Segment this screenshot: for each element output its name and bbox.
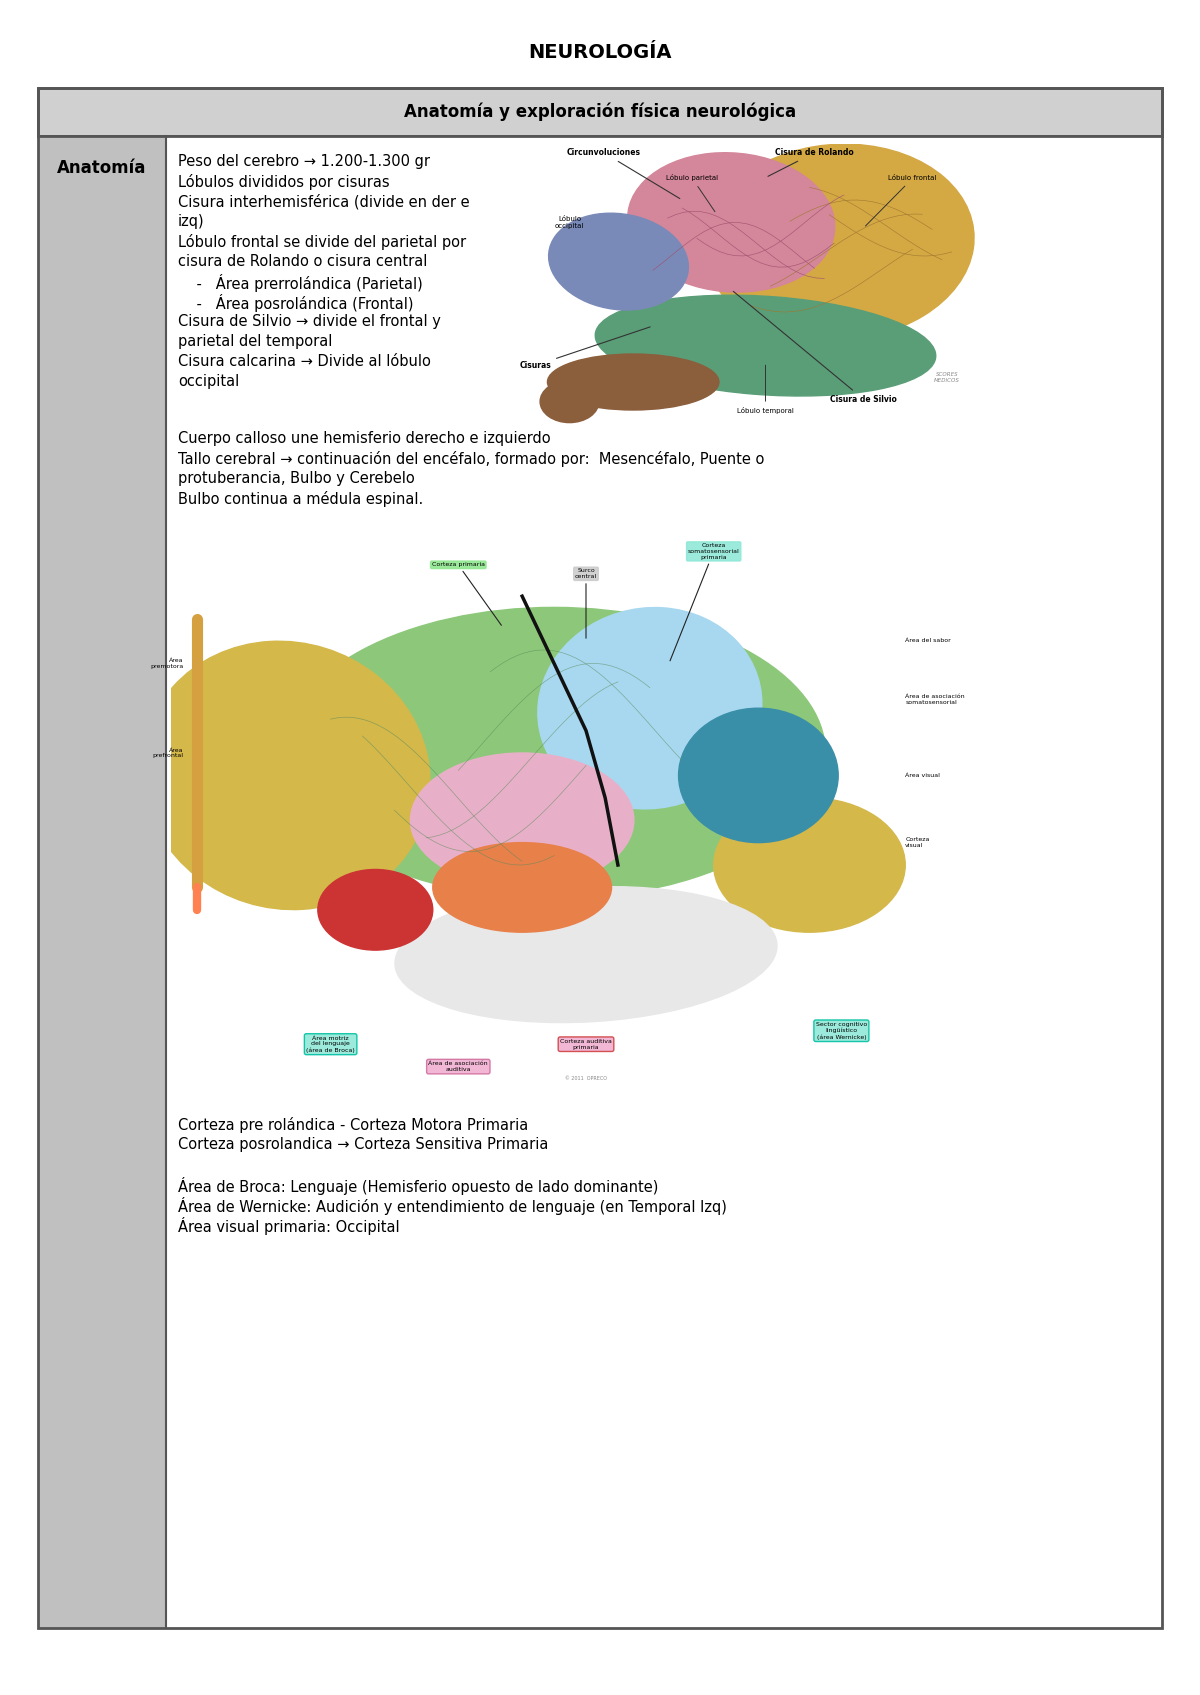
Text: Cisura de Silvio → divide el frontal y: Cisura de Silvio → divide el frontal y xyxy=(178,314,440,329)
Text: Tallo cerebral → continuación del encéfalo, formado por:  Mesencéfalo, Puente o: Tallo cerebral → continuación del encéfa… xyxy=(178,451,764,468)
Text: Lóbulo frontal: Lóbulo frontal xyxy=(865,175,937,225)
Ellipse shape xyxy=(538,607,762,809)
Text: Área visual primaria: Occipital: Área visual primaria: Occipital xyxy=(178,1217,400,1236)
Text: Área de asociación
somatosensorial: Área de asociación somatosensorial xyxy=(905,693,965,705)
Text: Anatomía: Anatomía xyxy=(58,159,146,176)
Text: Área del sabor: Área del sabor xyxy=(905,639,950,644)
Text: occipital: occipital xyxy=(178,375,239,388)
Ellipse shape xyxy=(142,641,430,910)
Ellipse shape xyxy=(704,144,974,341)
Text: Lóbulos divididos por cisuras: Lóbulos divididos por cisuras xyxy=(178,175,390,190)
Ellipse shape xyxy=(433,842,612,932)
Text: protuberancia, Bulbo y Cerebelo: protuberancia, Bulbo y Cerebelo xyxy=(178,471,415,486)
Text: Sector cognitivo
lingüístico
(área Wernicke): Sector cognitivo lingüístico (área Werni… xyxy=(816,1022,868,1039)
Ellipse shape xyxy=(547,354,719,410)
Text: Anatomía y exploración física neurológica: Anatomía y exploración física neurológic… xyxy=(404,103,796,122)
Text: Área de Wernicke: Audición y entendimiento de lenguaje (en Temporal Izq): Área de Wernicke: Audición y entendimien… xyxy=(178,1197,727,1215)
Text: -   Área posrolándica (Frontal): - Área posrolándica (Frontal) xyxy=(178,293,414,312)
Ellipse shape xyxy=(395,886,776,1022)
Text: Corteza pre rolándica - Corteza Motora Primaria: Corteza pre rolándica - Corteza Motora P… xyxy=(178,1117,528,1132)
Text: Área de asociación
auditiva: Área de asociación auditiva xyxy=(428,1061,488,1071)
Text: Corteza
somatosensorial
primaria: Corteza somatosensorial primaria xyxy=(670,542,739,661)
Text: Surco
central: Surco central xyxy=(575,568,598,639)
Text: Peso del cerebro → 1.200-1.300 gr: Peso del cerebro → 1.200-1.300 gr xyxy=(178,154,430,170)
Text: izq): izq) xyxy=(178,214,205,229)
Text: Cisuras: Cisuras xyxy=(520,327,650,370)
Ellipse shape xyxy=(714,798,905,932)
Bar xyxy=(166,136,1162,1627)
Text: Cuerpo calloso une hemisferio derecho e izquierdo: Cuerpo calloso une hemisferio derecho e … xyxy=(178,431,551,446)
Text: Cisura de Rolando: Cisura de Rolando xyxy=(768,147,854,176)
Text: SCORES
MEDICOS: SCORES MEDICOS xyxy=(934,373,960,383)
Text: -   Área prerrolándica (Parietal): - Área prerrolándica (Parietal) xyxy=(178,275,422,292)
Ellipse shape xyxy=(410,753,634,888)
Text: Corteza auditiva
primaria: Corteza auditiva primaria xyxy=(560,1039,612,1049)
Text: Circunvoluciones: Circunvoluciones xyxy=(566,147,680,198)
Text: Área de Broca: Lenguaje (Hemisferio opuesto de lado dominante): Área de Broca: Lenguaje (Hemisferio opue… xyxy=(178,1176,659,1195)
Text: Corteza primaria: Corteza primaria xyxy=(432,563,502,625)
Text: Bulbo continua a médula espinal.: Bulbo continua a médula espinal. xyxy=(178,492,424,507)
Ellipse shape xyxy=(678,709,838,842)
Ellipse shape xyxy=(628,153,835,292)
Text: Cisura de Silvio: Cisura de Silvio xyxy=(733,292,896,403)
Text: Área
prefrontal: Área prefrontal xyxy=(152,747,184,758)
Text: Área visual: Área visual xyxy=(905,773,940,778)
Text: Lóbulo parietal: Lóbulo parietal xyxy=(666,175,718,212)
Ellipse shape xyxy=(540,381,599,422)
Text: cisura de Rolando o cisura central: cisura de Rolando o cisura central xyxy=(178,254,427,270)
Text: Área motriz
del lenguaje
(área de Broca): Área motriz del lenguaje (área de Broca) xyxy=(306,1036,355,1053)
Text: Área
premotora: Área premotora xyxy=(150,658,184,670)
Text: Lóbulo frontal se divide del parietal por: Lóbulo frontal se divide del parietal po… xyxy=(178,234,466,249)
Text: parietal del temporal: parietal del temporal xyxy=(178,334,332,349)
Text: Cisura interhemisférica (divide en der e: Cisura interhemisférica (divide en der e xyxy=(178,193,469,210)
Text: Corteza posrolandica → Corteza Sensitiva Primaria: Corteza posrolandica → Corteza Sensitiva… xyxy=(178,1137,548,1153)
Text: © 2011  OPRECO: © 2011 OPRECO xyxy=(565,1076,607,1081)
Bar xyxy=(38,136,166,1627)
Text: Lóbulo
occipital: Lóbulo occipital xyxy=(554,215,584,229)
Ellipse shape xyxy=(548,214,689,310)
Bar xyxy=(38,88,1162,136)
Ellipse shape xyxy=(595,295,936,397)
Text: NEUROLOGÍA: NEUROLOGÍA xyxy=(528,42,672,61)
Text: Corteza
visual: Corteza visual xyxy=(905,837,930,848)
Text: Cisura calcarina → Divide al lóbulo: Cisura calcarina → Divide al lóbulo xyxy=(178,354,431,370)
Ellipse shape xyxy=(318,870,433,951)
Ellipse shape xyxy=(283,607,826,898)
Text: Lóbulo temporal: Lóbulo temporal xyxy=(737,364,794,414)
